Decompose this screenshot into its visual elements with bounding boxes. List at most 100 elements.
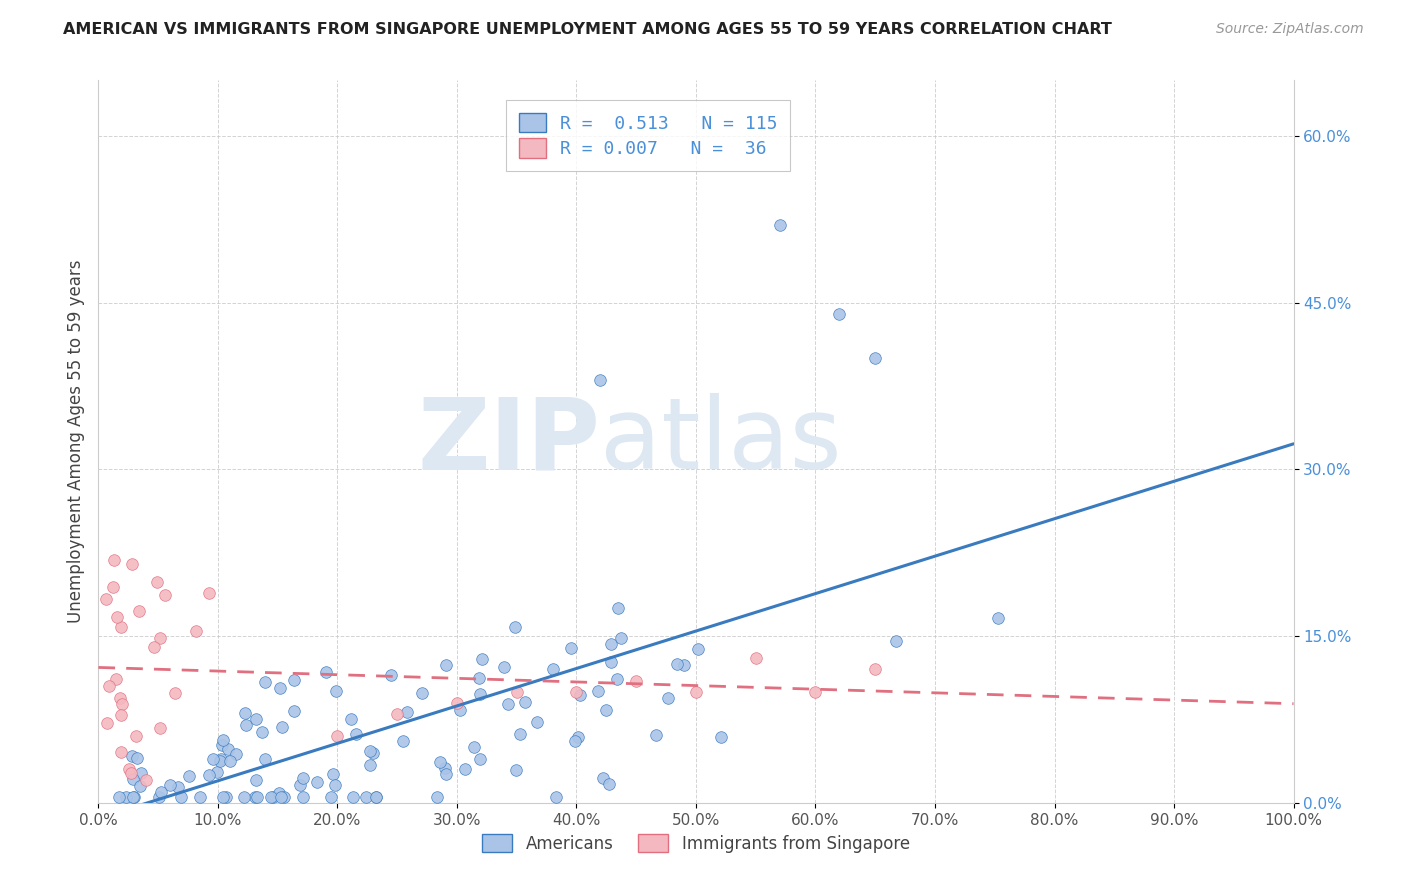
- Point: [307, 775, 329, 789]
- Point: [235, 718, 257, 732]
- Point: [104, 672, 127, 686]
- Point: [159, 778, 181, 792]
- Point: [211, 738, 233, 752]
- Point: [396, 705, 419, 719]
- Point: [804, 684, 827, 698]
- Point: [505, 763, 527, 777]
- Point: [592, 771, 614, 785]
- Point: [253, 752, 276, 766]
- Point: [359, 744, 381, 758]
- Point: [884, 634, 907, 648]
- Point: [865, 351, 887, 366]
- Point: [166, 780, 188, 794]
- Point: [366, 790, 388, 805]
- Point: [325, 683, 347, 698]
- Point: [211, 732, 233, 747]
- Point: [665, 657, 688, 672]
- Point: [385, 706, 409, 721]
- Text: ZIP: ZIP: [418, 393, 600, 490]
- Point: [541, 662, 564, 676]
- Point: [225, 747, 247, 761]
- Point: [170, 790, 193, 805]
- Point: [768, 218, 790, 232]
- Point: [233, 706, 256, 720]
- Point: [366, 790, 388, 805]
- Point: [509, 727, 531, 741]
- Point: [209, 752, 232, 766]
- Point: [987, 611, 1010, 625]
- Point: [153, 588, 176, 602]
- Point: [672, 658, 695, 673]
- Point: [149, 631, 172, 645]
- Point: [111, 697, 134, 711]
- Point: [149, 785, 172, 799]
- Point: [433, 761, 456, 775]
- Point: [380, 668, 402, 682]
- Point: [120, 766, 142, 780]
- Point: [110, 708, 132, 723]
- Point: [606, 672, 628, 686]
- Point: [283, 673, 305, 687]
- Point: [492, 659, 515, 673]
- Point: [498, 697, 520, 711]
- Point: [125, 730, 148, 744]
- Point: [291, 790, 314, 805]
- Point: [177, 769, 200, 783]
- Point: [124, 790, 146, 805]
- Point: [245, 790, 267, 805]
- Point: [101, 580, 124, 594]
- Point: [207, 765, 229, 780]
- Point: [463, 740, 485, 755]
- Point: [250, 725, 273, 739]
- Point: [685, 684, 707, 698]
- Point: [110, 620, 132, 634]
- Point: [273, 790, 295, 805]
- Point: [565, 684, 588, 698]
- Point: [644, 728, 666, 742]
- Point: [243, 790, 266, 805]
- Point: [217, 742, 239, 756]
- Point: [865, 662, 887, 676]
- Point: [260, 790, 283, 805]
- Point: [710, 731, 733, 745]
- Point: [626, 673, 648, 688]
- Point: [121, 748, 143, 763]
- Point: [215, 790, 238, 805]
- Point: [595, 703, 617, 717]
- Point: [146, 574, 169, 589]
- Point: [323, 778, 346, 792]
- Point: [121, 557, 143, 571]
- Point: [208, 754, 231, 768]
- Point: [197, 585, 219, 599]
- Point: [96, 715, 118, 730]
- Point: [184, 624, 207, 638]
- Point: [262, 790, 284, 805]
- Point: [319, 790, 342, 805]
- Point: [135, 772, 157, 787]
- Point: [434, 657, 457, 672]
- Y-axis label: Unemployment Among Ages 55 to 59 years: Unemployment Among Ages 55 to 59 years: [66, 260, 84, 624]
- Point: [97, 679, 120, 693]
- Point: [449, 703, 471, 717]
- Point: [468, 687, 491, 701]
- Point: [560, 641, 582, 656]
- Point: [108, 790, 131, 805]
- Point: [610, 632, 633, 646]
- Point: [290, 779, 312, 793]
- Text: Source: ZipAtlas.com: Source: ZipAtlas.com: [1216, 22, 1364, 37]
- Legend: Americans, Immigrants from Singapore: Americans, Immigrants from Singapore: [475, 828, 917, 860]
- Point: [657, 691, 679, 706]
- Point: [108, 691, 131, 706]
- Point: [586, 683, 609, 698]
- Point: [118, 762, 141, 776]
- Point: [342, 790, 364, 805]
- Point: [315, 665, 337, 679]
- Point: [436, 766, 458, 780]
- Point: [391, 734, 413, 748]
- Point: [271, 719, 294, 733]
- Point: [127, 750, 149, 764]
- Point: [129, 779, 152, 793]
- Text: atlas: atlas: [600, 393, 842, 490]
- Point: [426, 790, 449, 805]
- Point: [270, 790, 292, 805]
